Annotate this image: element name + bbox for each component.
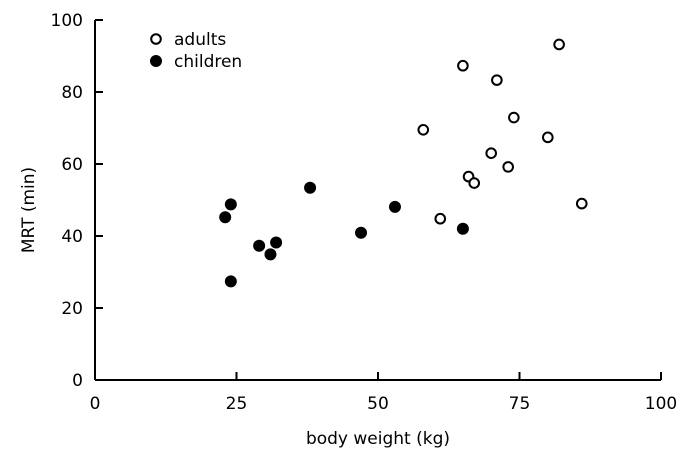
- axes: [94, 20, 661, 381]
- x-tick-label: 0: [90, 394, 101, 414]
- data-point-adults: [542, 131, 554, 144]
- data-point-adults: [468, 177, 481, 189]
- data-point-children: [224, 198, 237, 211]
- data-point-children: [304, 181, 317, 194]
- data-point-adults: [457, 59, 469, 72]
- data-point-adults: [434, 212, 447, 225]
- legend-label: children: [174, 52, 242, 72]
- data-points: [219, 38, 588, 288]
- data-point-adults: [508, 111, 520, 124]
- data-point-adults: [553, 38, 565, 51]
- y-axis-label: MRT (min): [19, 167, 39, 253]
- x-axis-label: body weight (kg): [306, 429, 450, 449]
- y-ticks: 0 20 40 60 80 100: [51, 11, 103, 391]
- data-point-children: [456, 222, 469, 235]
- y-tick-label: 40: [61, 227, 83, 247]
- data-point-children: [355, 226, 368, 239]
- y-tick-label: 0: [72, 371, 83, 391]
- data-point-children: [270, 236, 283, 249]
- data-point-adults: [485, 147, 498, 159]
- legend-marker: [150, 55, 162, 67]
- legend-label: adults: [174, 30, 226, 50]
- x-tick-label: 50: [367, 394, 389, 414]
- x-tick-label: 75: [509, 394, 531, 414]
- data-point-children: [253, 239, 266, 252]
- data-point-adults: [502, 161, 514, 173]
- data-point-adults: [575, 197, 588, 210]
- data-point-adults: [417, 124, 430, 136]
- x-ticks: 0 25 50 75 100: [90, 372, 677, 414]
- x-tick-label: 25: [226, 394, 248, 414]
- y-tick-label: 80: [61, 83, 83, 103]
- data-point-children: [219, 211, 232, 224]
- x-tick-label: 100: [645, 394, 677, 414]
- y-tick-label: 20: [61, 299, 83, 319]
- y-tick-label: 60: [61, 155, 83, 175]
- data-point-adults: [491, 74, 503, 86]
- data-point-children: [224, 275, 237, 288]
- data-point-children: [264, 248, 277, 261]
- data-point-children: [388, 200, 401, 213]
- legend-marker: [150, 33, 162, 45]
- y-tick-label: 100: [51, 11, 83, 31]
